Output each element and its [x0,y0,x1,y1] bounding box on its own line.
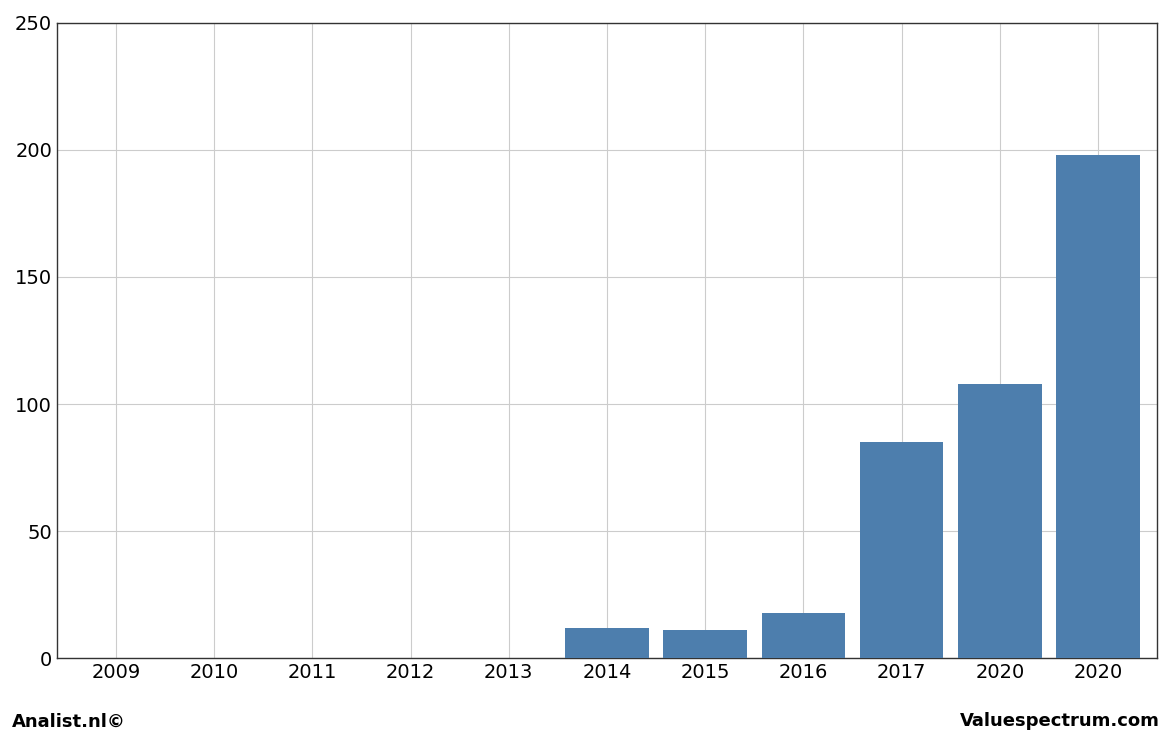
Bar [565,628,649,658]
Text: Valuespectrum.com: Valuespectrum.com [960,712,1160,730]
Bar [860,442,943,658]
Text: Analist.nl©: Analist.nl© [12,712,125,730]
Bar [1056,155,1140,658]
Bar [959,384,1042,658]
Bar [762,613,845,658]
Bar [663,631,747,658]
